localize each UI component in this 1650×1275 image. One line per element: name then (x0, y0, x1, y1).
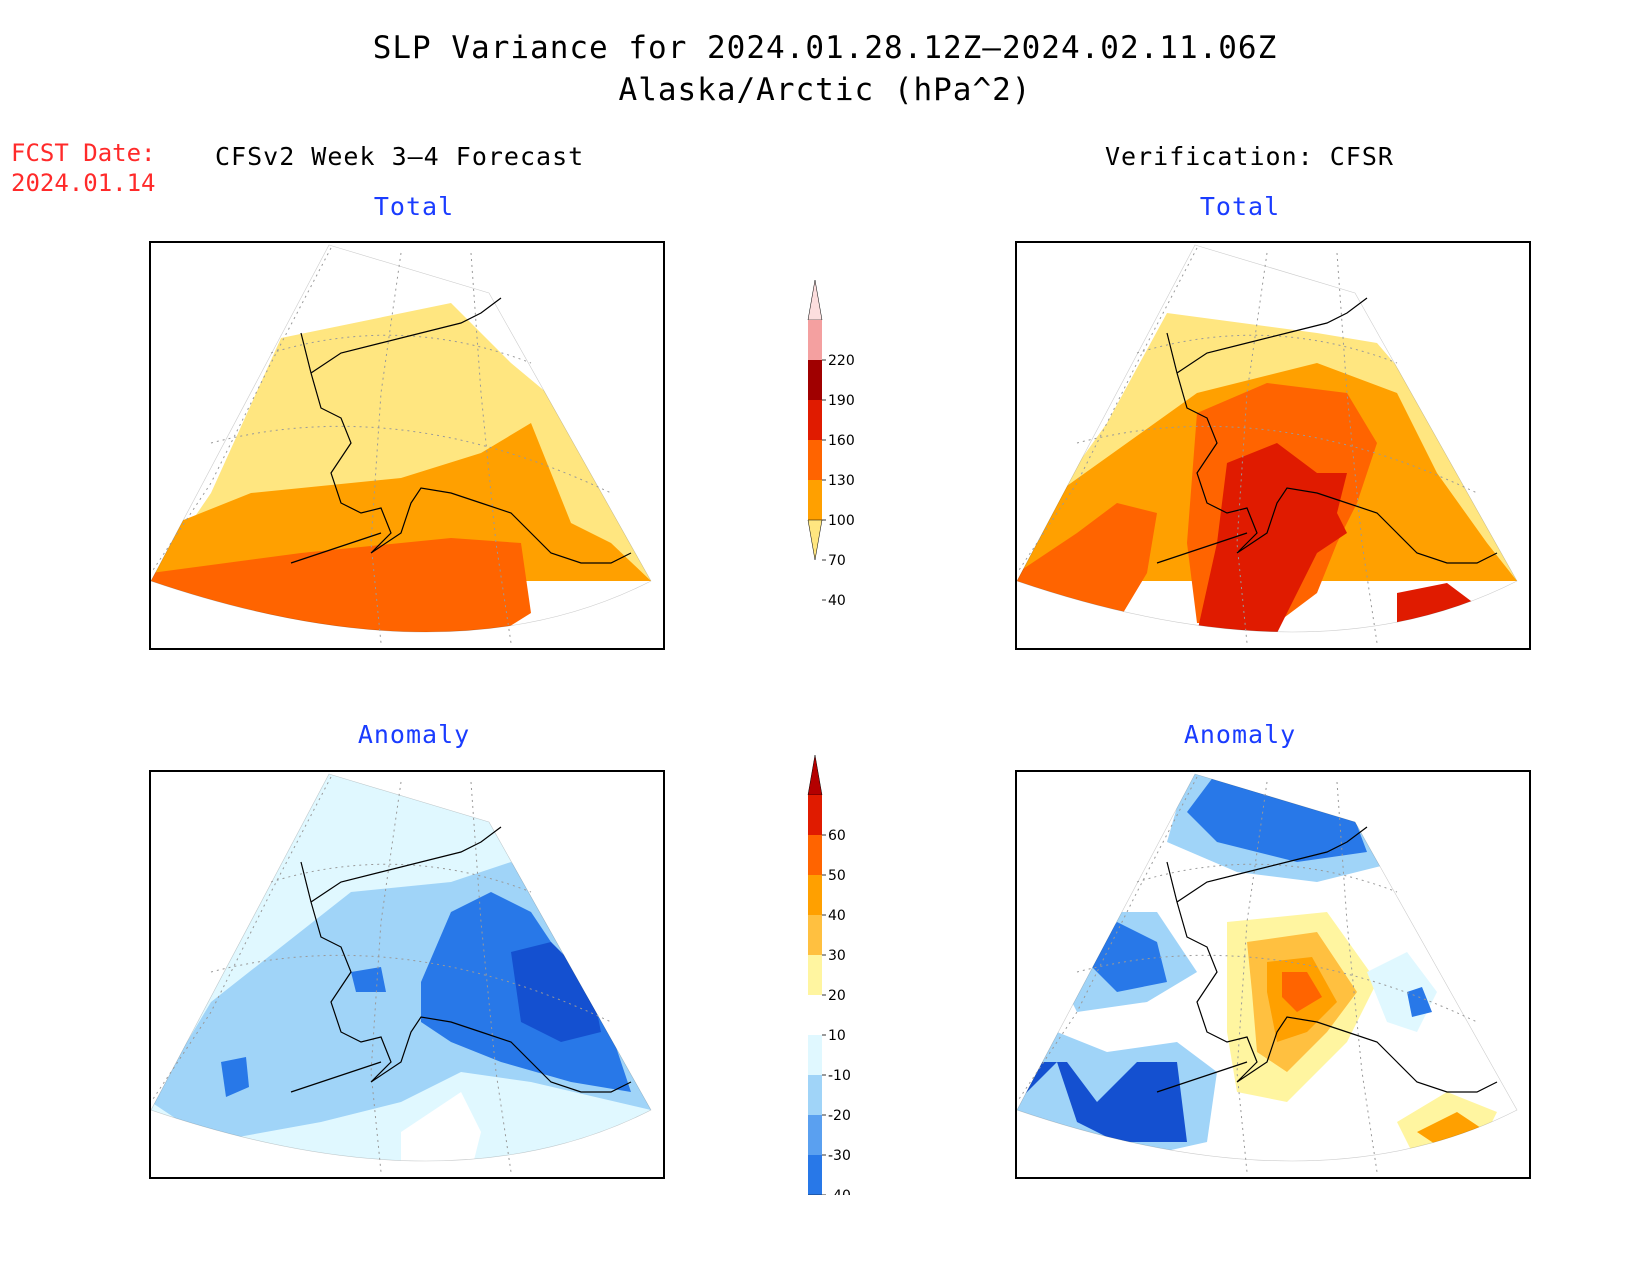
colorbar-tick-label: 10 (828, 1028, 846, 1044)
colorbar-tick-label: 30 (828, 948, 846, 964)
colorbar-box (808, 1035, 822, 1075)
colorbar-box (808, 480, 822, 520)
colorbar-box (808, 320, 822, 360)
verification-total-title: Total (1199, 192, 1281, 221)
coastline (300, 332, 632, 564)
colorbar-top-triangle (807, 279, 823, 321)
colorbar-box (808, 1155, 822, 1195)
colorbar-bottom-triangle (807, 519, 823, 561)
colorbar-tick-label: 160 (828, 433, 855, 449)
colorbar-tick-label: -40 (828, 1188, 851, 1195)
colorbar-tick-label: 190 (828, 393, 855, 409)
colorbar-top-triangle (807, 754, 823, 796)
colorbar-tick-label: 70 (828, 553, 846, 569)
colorbar-tick-label: 20 (828, 988, 846, 1004)
colorbar-tick-label: 100 (828, 513, 855, 529)
fcst-date-label: FCST Date: (11, 139, 156, 167)
forecast-anomaly-title: Anomaly (357, 720, 471, 749)
colorbar-box (808, 835, 822, 875)
colorbar-box (808, 915, 822, 955)
verification-total-map (1015, 241, 1531, 650)
colorbar-box (808, 955, 822, 995)
verification-anomaly-map (1015, 770, 1531, 1179)
colorbar-tick-label: 130 (828, 473, 855, 489)
colorbar-box (808, 795, 822, 835)
colorbar-tick-label: -20 (828, 1108, 851, 1124)
chart-title-line1: SLP Variance for 2024.01.28.12Z–2024.02.… (372, 30, 1278, 66)
colorbar-box (808, 360, 822, 400)
colorbar-tick-label: 50 (828, 868, 846, 884)
colorbar-box (808, 995, 822, 1035)
fcst-date-value: 2024.01.14 (11, 169, 156, 197)
colorbar-box (808, 400, 822, 440)
colorbar-anomaly: 60 50 40 30 20 10 -10 -20 -30 -40 (800, 754, 880, 1236)
colorbar-box (808, 875, 822, 915)
colorbar-total: 220 190 160 130 100 70 40 (800, 279, 880, 610)
forecast-anomaly-map (149, 770, 665, 1179)
colorbar-box (808, 1075, 822, 1115)
chart-title-line2: Alaska/Arctic (hPa^2) (618, 72, 1032, 108)
forecast-total-map (149, 241, 665, 650)
colorbar-tick-label: -10 (828, 1068, 851, 1084)
colorbar-box (808, 440, 822, 480)
forecast-heading: CFSv2 Week 3–4 Forecast (215, 142, 585, 171)
colorbar-box (808, 1115, 822, 1155)
verification-heading: Verification: CFSR (1105, 142, 1394, 171)
colorbar-tick-label: 60 (828, 828, 846, 844)
colorbar-tick-label: -30 (828, 1148, 851, 1164)
colorbar-tick-label: 220 (828, 353, 855, 369)
colorbar-tick-label: 40 (828, 593, 846, 609)
colorbar-tick-label: 40 (828, 908, 846, 924)
verification-anomaly-title: Anomaly (1183, 720, 1297, 749)
forecast-total-title: Total (373, 192, 455, 221)
